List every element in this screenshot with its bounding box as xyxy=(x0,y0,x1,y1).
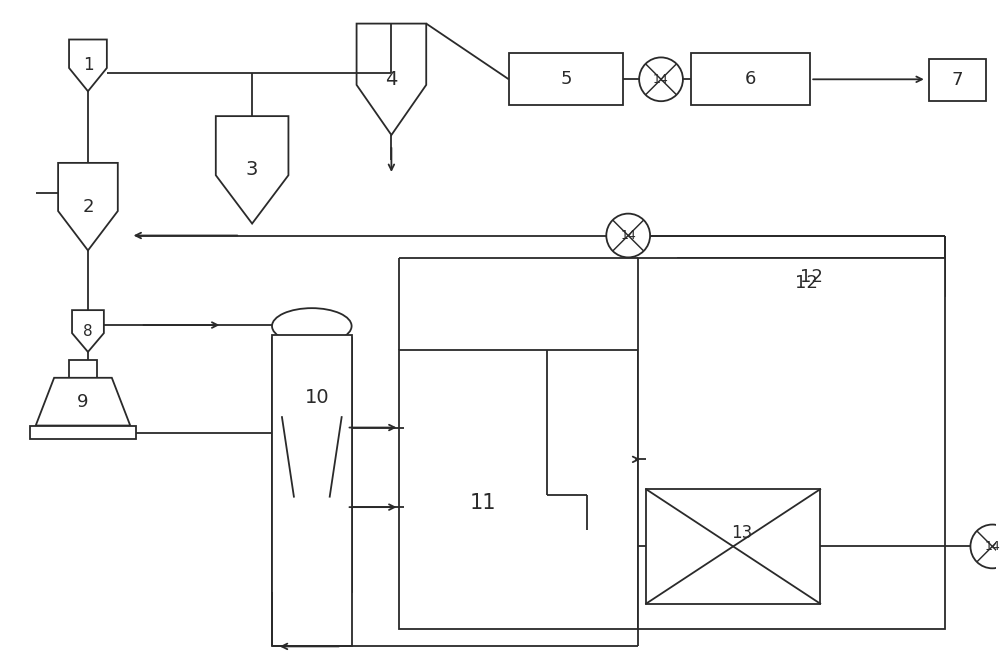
Text: 6: 6 xyxy=(745,71,756,88)
Bar xyxy=(399,350,638,628)
Text: 9: 9 xyxy=(77,392,89,411)
Text: 10: 10 xyxy=(304,388,329,407)
Bar xyxy=(272,338,352,592)
Ellipse shape xyxy=(282,407,342,427)
Text: 1: 1 xyxy=(83,56,93,75)
Text: 4: 4 xyxy=(385,70,398,89)
Polygon shape xyxy=(357,24,426,135)
Circle shape xyxy=(639,57,683,101)
Bar xyxy=(678,259,945,296)
Circle shape xyxy=(298,487,326,515)
Text: 14: 14 xyxy=(653,73,669,86)
Bar xyxy=(929,59,986,101)
Text: 7: 7 xyxy=(952,71,963,89)
Ellipse shape xyxy=(272,308,352,344)
Text: 14: 14 xyxy=(620,229,636,242)
Polygon shape xyxy=(216,116,288,224)
Polygon shape xyxy=(72,310,104,352)
Circle shape xyxy=(970,525,1000,569)
Text: 14: 14 xyxy=(984,540,1000,553)
Bar xyxy=(691,54,810,106)
Circle shape xyxy=(606,214,650,257)
Text: 2: 2 xyxy=(82,198,94,216)
Text: 13: 13 xyxy=(731,523,752,542)
Bar xyxy=(69,360,97,378)
Bar xyxy=(509,54,623,106)
Bar xyxy=(638,259,945,628)
Text: 11: 11 xyxy=(470,493,496,513)
Polygon shape xyxy=(36,378,130,425)
Ellipse shape xyxy=(282,378,342,417)
Polygon shape xyxy=(58,163,118,251)
Text: 3: 3 xyxy=(246,161,258,179)
Bar xyxy=(272,335,352,646)
Text: 12: 12 xyxy=(800,268,823,286)
Text: 12: 12 xyxy=(795,274,818,292)
Bar xyxy=(30,425,136,439)
Text: 8: 8 xyxy=(83,323,93,339)
Text: 5: 5 xyxy=(560,71,572,88)
Bar xyxy=(646,489,820,603)
Polygon shape xyxy=(69,40,107,91)
